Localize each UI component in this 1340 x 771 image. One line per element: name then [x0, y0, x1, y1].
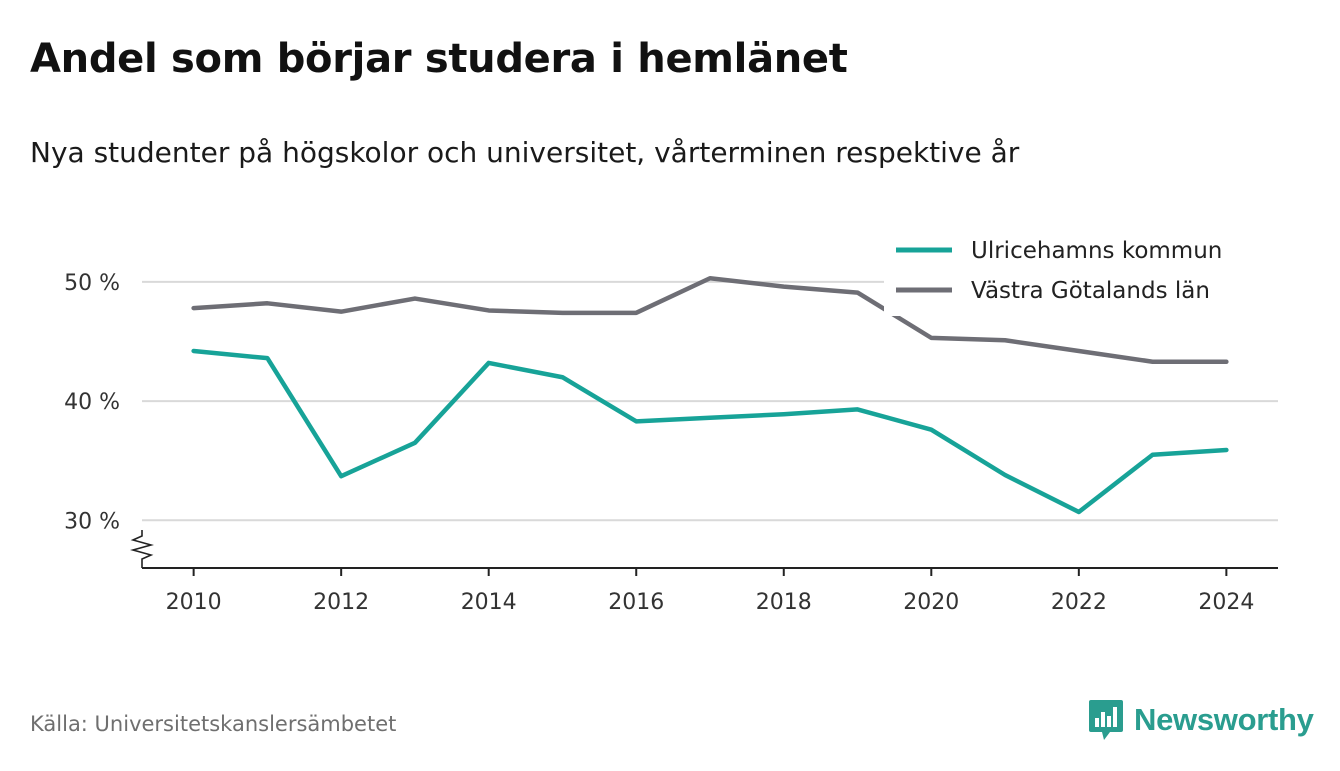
source-note: Källa: Universitetskanslersämbetet — [30, 712, 397, 736]
x-tick-label: 2012 — [313, 590, 369, 615]
y-tick-label: 40 % — [64, 390, 120, 415]
newsworthy-logo[interactable]: Newsworthy — [1088, 698, 1314, 742]
brand-name: Newsworthy — [1134, 702, 1314, 737]
x-tick-label: 2014 — [461, 590, 517, 615]
series-line-0 — [191, 348, 1229, 515]
legend: Ulricehamns kommun Västra Götalands län — [884, 230, 1278, 316]
x-axis-ticks: 2010 2012 2014 2016 2018 2020 2022 2024 — [166, 568, 1254, 615]
bar-chart-speech-bubble-icon — [1089, 700, 1123, 740]
legend-label-1: Västra Götalands län — [971, 278, 1210, 304]
gridlines — [142, 280, 1278, 522]
x-tick-label: 2016 — [608, 590, 664, 615]
zigzag-axis-break-icon — [130, 530, 154, 568]
legend-label-0: Ulricehamns kommun — [971, 238, 1222, 264]
series-lines — [191, 276, 1229, 515]
series-line-1 — [191, 276, 1229, 364]
chart-subtitle: Nya studenter på högskolor och universit… — [30, 136, 1020, 169]
line-chart: 30 % 40 % 50 % 2010 2012 2014 2016 2018 2020 202… — [64, 230, 1278, 615]
y-axis-ticks: 30 % 40 % 50 % — [64, 271, 120, 534]
y-tick-label: 30 % — [64, 509, 120, 534]
x-tick-label: 2022 — [1051, 590, 1107, 615]
axes — [130, 530, 1278, 569]
x-tick-label: 2018 — [756, 590, 812, 615]
x-tick-label: 2024 — [1198, 590, 1254, 615]
chart-title: Andel som börjar studera i hemlänet — [30, 36, 848, 82]
y-tick-label: 50 % — [64, 271, 120, 296]
legend-background — [884, 230, 1278, 316]
x-tick-label: 2010 — [166, 590, 222, 615]
x-tick-label: 2020 — [903, 590, 959, 615]
